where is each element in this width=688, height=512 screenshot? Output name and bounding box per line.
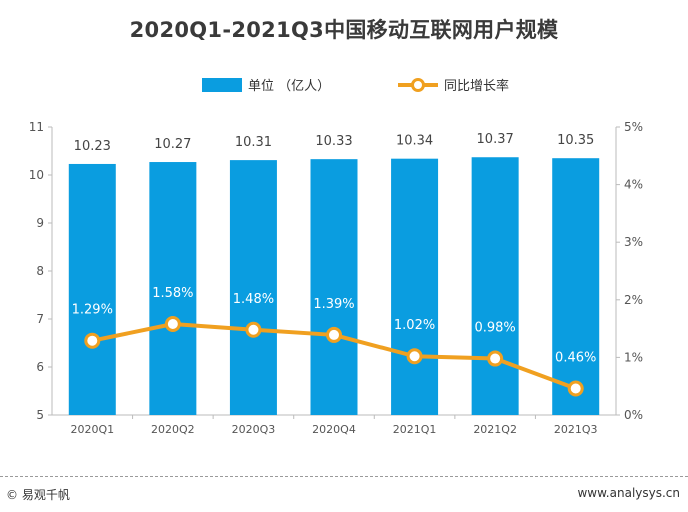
line-series: 1.29% 1.58% 1.48% 1.39% 1.02% 0.98% 0.46% [72,286,596,397]
y-tick-label-left: 6 [36,360,44,374]
bar-value-label: 10.27 [154,137,191,152]
y-tick-label-right: 5% [624,120,643,134]
y-tick-label-left: 5 [36,408,44,422]
line-point [326,326,342,343]
bar-series: 10.23 10.27 10.31 10.33 10.34 10.37 10.35 [68,132,600,416]
line-value-label: 1.58% [152,286,193,301]
y-tick-label-right: 4% [624,178,643,192]
bar [229,160,277,415]
line-point [84,332,101,349]
x-tick-label: 2021Q1 [393,423,437,436]
x-tick-label: 2020Q2 [151,423,195,436]
y-tick-label-left: 10 [29,168,44,182]
y-tick-label-left: 11 [29,120,44,134]
x-tick-label: 2021Q3 [554,423,598,436]
axes: 5 6 7 8 9 10 11 0% 1% 2% 3% 4% 5% 2020Q1 2020Q2 2020Q3 2… [29,120,643,436]
line-point [487,350,504,367]
bar [310,159,358,415]
footer-url: www.analysys.cn [577,486,680,500]
line-value-label: 1.48% [233,292,274,307]
legend-bar-label: 单位 （亿人） [248,79,330,94]
line-value-label: 0.46% [555,351,596,366]
bar [471,157,519,416]
footer-divider [0,476,688,477]
y-tick-label-right: 2% [624,293,643,307]
x-tick-label: 2020Q1 [70,423,114,436]
bar [391,158,439,415]
bar [149,162,197,415]
line-point [406,348,423,365]
bar-value-label: 10.33 [315,134,352,149]
x-tick-label: 2020Q4 [312,423,356,436]
x-tick-label: 2020Q3 [232,423,276,436]
y-tick-label-left: 9 [36,216,44,230]
legend-line-marker [411,78,425,92]
line-value-label: 1.39% [313,297,354,312]
bar-value-label: 10.37 [477,132,514,147]
line-point [245,321,262,338]
bar [68,163,116,415]
chart-title: 2020Q1-2021Q3中国移动互联网用户规模 [129,18,559,42]
legend-bar-swatch [202,78,242,92]
line-point [567,380,584,397]
legend-line-label: 同比增长率 [444,78,509,94]
line-point [164,315,181,332]
line-value-label: 0.98% [474,321,515,336]
bar-value-label: 10.23 [74,139,111,154]
x-tick-label: 2021Q2 [473,423,517,436]
y-tick-label-left: 7 [36,312,44,326]
legend: 单位 （亿人） 同比增长率 [202,78,509,94]
bar-value-label: 10.34 [396,134,433,149]
bar [552,158,600,415]
bar-value-label: 10.35 [557,133,594,148]
y-tick-label-left: 8 [36,264,44,278]
line-value-label: 1.29% [72,303,113,318]
y-tick-label-right: 0% [624,408,643,422]
bar-value-label: 10.31 [235,135,272,150]
y-tick-label-right: 3% [624,235,643,249]
footer-brand: © 易观千帆 [6,488,70,502]
line-value-label: 1.02% [394,318,435,333]
y-tick-label-right: 1% [624,350,643,364]
